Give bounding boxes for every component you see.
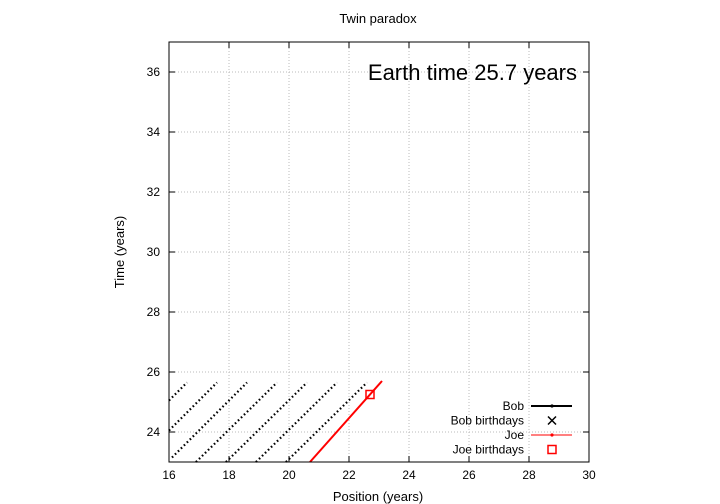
earth-time-annotation: Earth time 25.7 years bbox=[368, 60, 577, 85]
x-tick-label: 26 bbox=[462, 468, 476, 482]
chart-title: Twin paradox bbox=[339, 11, 417, 26]
y-tick-label: 36 bbox=[147, 65, 161, 79]
y-tick-label: 34 bbox=[147, 125, 161, 139]
axis-ticks: 16 18 20 22 24 26 28 30 24 26 28 30 32 34 36 bbox=[147, 42, 596, 482]
x-tick-label: 30 bbox=[582, 468, 596, 482]
bob-worldline bbox=[255, 381, 338, 463]
y-tick-label: 24 bbox=[147, 425, 161, 439]
legend-label: Joe birthdays bbox=[453, 443, 524, 457]
y-tick-label: 26 bbox=[147, 365, 161, 379]
joe-worldline bbox=[309, 380, 383, 463]
bob-worldline bbox=[285, 381, 368, 463]
legend-label: Bob bbox=[503, 399, 525, 413]
x-tick-label: 24 bbox=[402, 468, 416, 482]
legend-label: Bob birthdays bbox=[451, 414, 524, 428]
y-axis-label: Time (years) bbox=[112, 216, 127, 288]
x-axis-label: Position (years) bbox=[333, 489, 423, 504]
x-tick-label: 16 bbox=[162, 468, 176, 482]
bob-worldline bbox=[168, 381, 188, 402]
x-tick-label: 28 bbox=[522, 468, 536, 482]
bob-worldline bbox=[171, 381, 248, 459]
legend-square-marker bbox=[547, 444, 557, 455]
y-tick-label: 32 bbox=[147, 185, 161, 199]
legend-label: Joe bbox=[505, 428, 525, 442]
joe-birthday-marker bbox=[365, 389, 375, 400]
bob-worldline bbox=[168, 381, 218, 432]
legend-x-marker bbox=[547, 415, 557, 426]
bob-worldline bbox=[225, 381, 308, 463]
x-tick-label: 18 bbox=[222, 468, 236, 482]
y-tick-label: 28 bbox=[147, 305, 161, 319]
x-tick-label: 22 bbox=[342, 468, 356, 482]
data-series bbox=[168, 380, 383, 463]
y-tick-label: 30 bbox=[147, 245, 161, 259]
x-tick-label: 20 bbox=[282, 468, 296, 482]
legend-dot-sample bbox=[550, 404, 554, 408]
legend-dot-sample bbox=[550, 433, 554, 437]
grid-lines bbox=[169, 42, 589, 462]
